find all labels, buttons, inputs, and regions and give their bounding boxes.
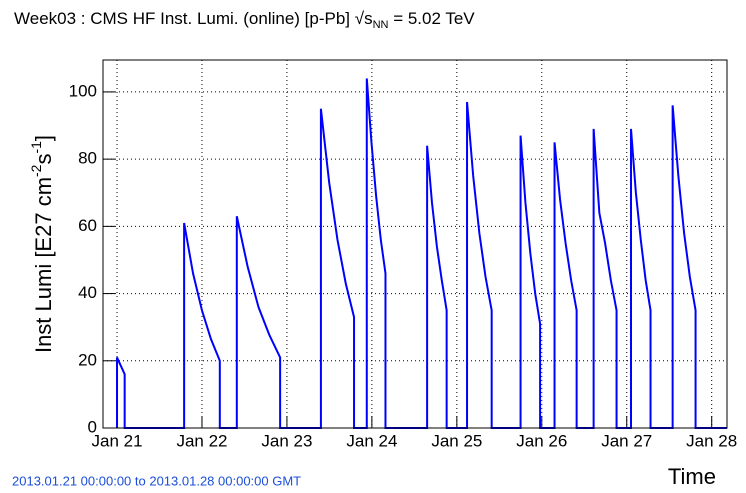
y-tick-label: 80 (78, 149, 97, 168)
title-part: = 5.02 TeV (388, 9, 475, 28)
x-tick-label: Jan 23 (261, 431, 312, 450)
data-line (116, 78, 727, 429)
footer: 2013.01.21 00:00:00 to 2013.01.28 00:00:… (12, 473, 301, 488)
title-part: Week03 : CMS HF Inst. Lumi. (online) [p-… (14, 9, 373, 28)
x-tick-label: Jan 21 (91, 431, 142, 450)
y-tick-label: 40 (78, 283, 97, 302)
label-part: Inst Lumi [E27 cm (31, 177, 56, 353)
x-tick-label: Jan 25 (431, 431, 482, 450)
label-part: s (31, 154, 56, 165)
label-part: -1 (28, 141, 44, 154)
y-tick-label: 20 (78, 350, 97, 369)
y-tick-label: 100 (69, 81, 97, 100)
y-axis-label: Inst Lumi [E27 cm-2s-1] (28, 135, 56, 353)
x-axis-label: Time (668, 464, 716, 489)
label-part: ] (31, 135, 56, 141)
x-tick-label: Jan 28 (686, 431, 737, 450)
y-tick-label: 60 (78, 216, 97, 235)
y-tick-label: 0 (88, 417, 97, 436)
plot-frame (102, 59, 728, 429)
x-tick-label: Jan 27 (601, 431, 652, 450)
x-tick-label: Jan 24 (346, 431, 397, 450)
chart-title: Week03 : CMS HF Inst. Lumi. (online) [p-… (14, 9, 475, 30)
title-part: NN (373, 19, 389, 31)
x-tick-label: Jan 22 (176, 431, 227, 450)
x-tick-label: Jan 26 (516, 431, 567, 450)
label-part: -2 (28, 164, 44, 177)
